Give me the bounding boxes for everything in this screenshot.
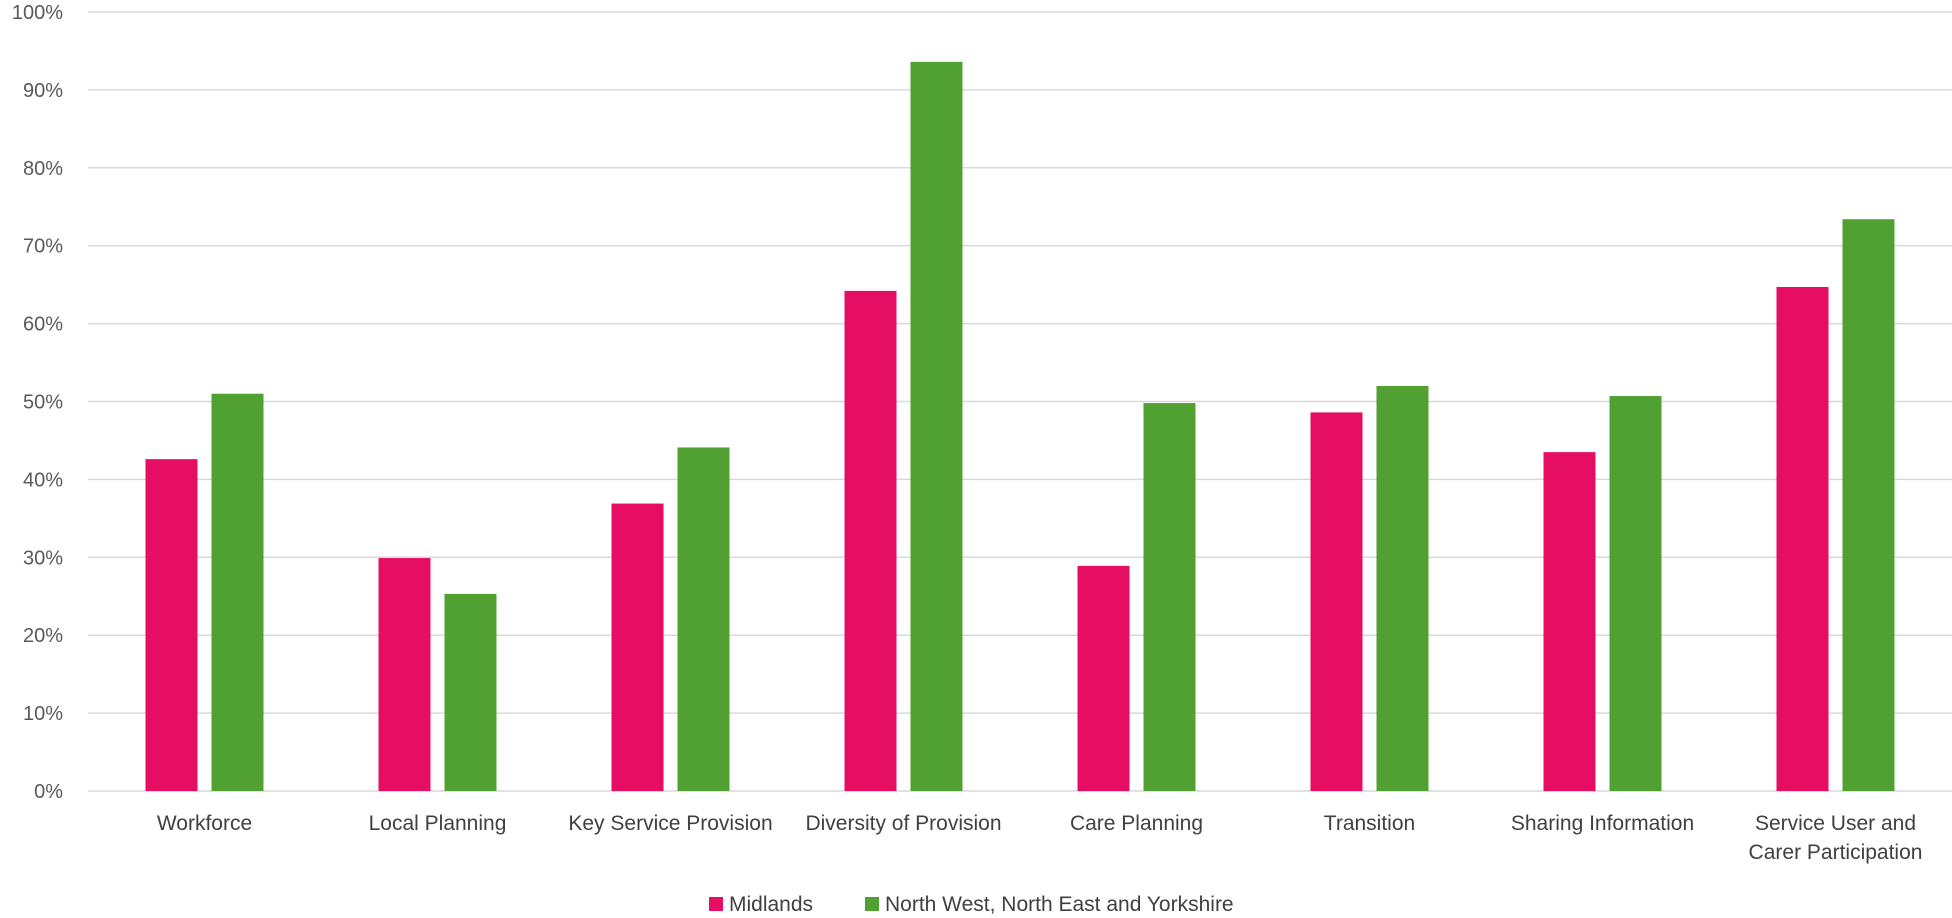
y-tick-label: 60% — [23, 314, 63, 336]
x-category-label: Key Service Provision — [568, 812, 772, 835]
y-tick-label: 50% — [23, 392, 63, 414]
y-tick-label: 100% — [12, 2, 63, 24]
bar-midlands-3 — [844, 290, 897, 791]
legend-swatch — [709, 897, 723, 911]
bar-north-west-4 — [1143, 403, 1196, 791]
bar-midlands-7 — [1776, 286, 1829, 791]
bar-north-west-6 — [1609, 396, 1662, 791]
legend-label: North West, North East and Yorkshire — [885, 893, 1234, 916]
x-category-label: Local Planning — [369, 812, 507, 835]
y-tick-label: 70% — [23, 236, 63, 258]
y-axis-ticks: 0% 10% 20% 30% 40% 50% 60% 70% 80% 90% 100% — [12, 2, 63, 803]
bar-midlands-4 — [1077, 565, 1130, 791]
x-category-label: Sharing Information — [1511, 812, 1694, 835]
legend: Midlands North West, North East and Yorks… — [709, 893, 1234, 916]
bar-north-west-3 — [910, 61, 963, 791]
bars — [145, 61, 1895, 792]
y-tick-label: 80% — [23, 158, 63, 180]
x-category-label: Service User and Carer Participation — [1749, 812, 1923, 864]
y-tick-label: 0% — [34, 781, 63, 803]
bar-midlands-6 — [1543, 452, 1596, 791]
bar-north-west-5 — [1376, 385, 1429, 791]
bar-north-west-1 — [444, 593, 497, 791]
legend-label: Midlands — [729, 893, 813, 916]
x-category-label: Care Planning — [1070, 812, 1203, 835]
bar-north-west-0 — [211, 393, 264, 791]
x-category-label: Diversity of Provision — [805, 812, 1001, 835]
x-axis-labels: Workforce Local Planning Key Service Provi… — [157, 812, 1923, 864]
bar-midlands-0 — [145, 459, 198, 791]
bar-midlands-1 — [378, 558, 431, 791]
y-tick-label: 90% — [23, 80, 63, 102]
bar-midlands-2 — [611, 503, 664, 791]
y-tick-label: 10% — [23, 703, 63, 725]
y-tick-label: 30% — [23, 547, 63, 569]
bar-north-west-2 — [677, 447, 730, 791]
gridlines — [88, 11, 1952, 792]
bar-north-west-7 — [1842, 219, 1895, 792]
x-category-label: Workforce — [157, 812, 252, 835]
legend-swatch — [865, 897, 879, 911]
y-tick-label: 20% — [23, 625, 63, 647]
bar-midlands-5 — [1310, 412, 1363, 791]
y-tick-label: 40% — [23, 469, 63, 491]
x-category-label: Transition — [1324, 812, 1415, 835]
